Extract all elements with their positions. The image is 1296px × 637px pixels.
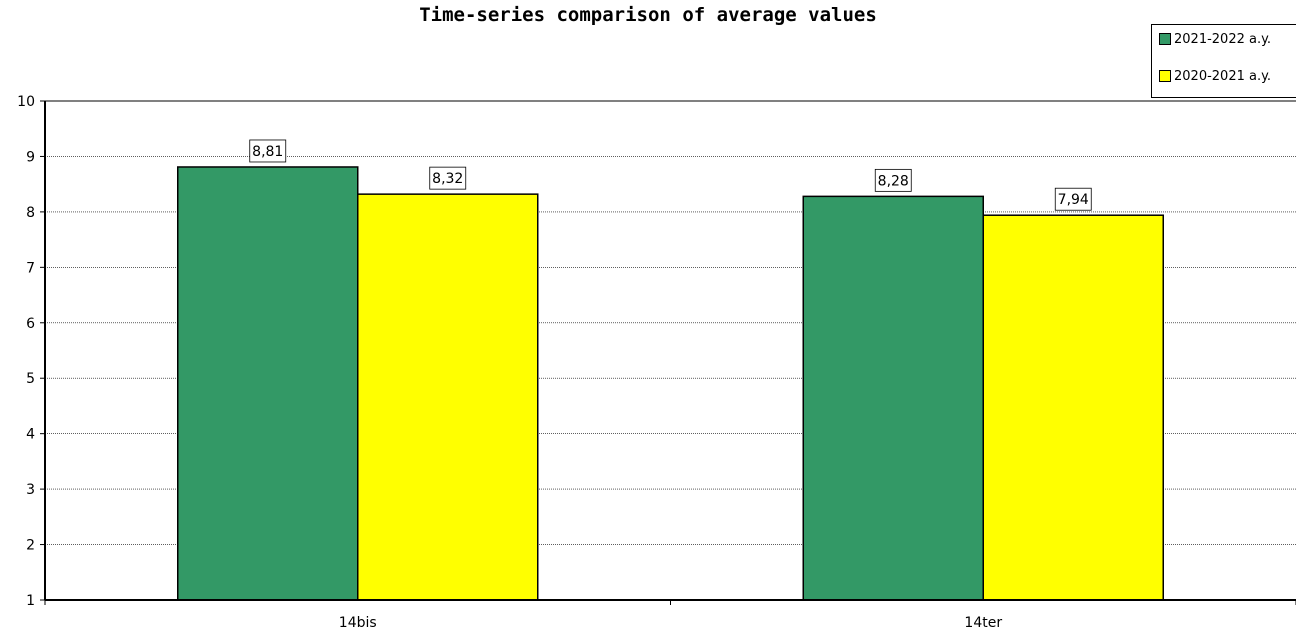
bar-14ter-series-1 (982, 214, 1164, 601)
legend: 2021-2022 a.y. 2020-2021 a.y. (1151, 24, 1296, 98)
y-tick-label-5: 5 (26, 371, 35, 387)
legend-label-2020-2021: 2020-2021 a.y. (1174, 68, 1272, 84)
data-label-box-14bis-series-1 (429, 166, 467, 190)
data-label-14bis-series-1: 8,32 (432, 171, 463, 187)
y-tick-label-9: 9 (26, 149, 35, 165)
legend-item-2021-2022: 2021-2022 a.y. (1159, 29, 1271, 49)
x-tick-label-14ter: 14ter (964, 615, 1002, 631)
x-tick-label-14bis: 14bis (339, 615, 377, 631)
y-tick-label-10: 10 (17, 94, 35, 110)
data-label-14bis-series-0: 8,81 (252, 144, 283, 160)
legend-swatch-2020-2021 (1159, 70, 1171, 82)
y-tick-label-2: 2 (26, 538, 35, 554)
bar-14bis-series-0 (177, 166, 359, 601)
y-tick-label-8: 8 (26, 205, 35, 221)
y-tick-label-6: 6 (26, 316, 35, 332)
legend-swatch-2021-2022 (1159, 33, 1171, 45)
chart-title: Time-series comparison of average values (419, 4, 877, 26)
y-tick-label-1: 1 (26, 593, 35, 609)
legend-label-2021-2022: 2021-2022 a.y. (1174, 31, 1272, 47)
bar-14bis-series-1 (357, 193, 539, 601)
data-label-box-14ter-series-1 (1054, 187, 1092, 211)
data-label-14ter-series-1: 7,94 (1058, 192, 1089, 208)
data-label-box-14ter-series-0 (874, 168, 912, 192)
legend-item-2020-2021: 2020-2021 a.y. (1159, 66, 1271, 86)
y-tick-label-4: 4 (26, 427, 35, 443)
data-label-14ter-series-0: 8,28 (878, 173, 909, 189)
data-label-box-14bis-series-0 (249, 139, 287, 163)
bar-14ter-series-0 (802, 195, 984, 601)
y-tick-label-3: 3 (26, 482, 35, 498)
y-tick-label-7: 7 (26, 260, 35, 276)
